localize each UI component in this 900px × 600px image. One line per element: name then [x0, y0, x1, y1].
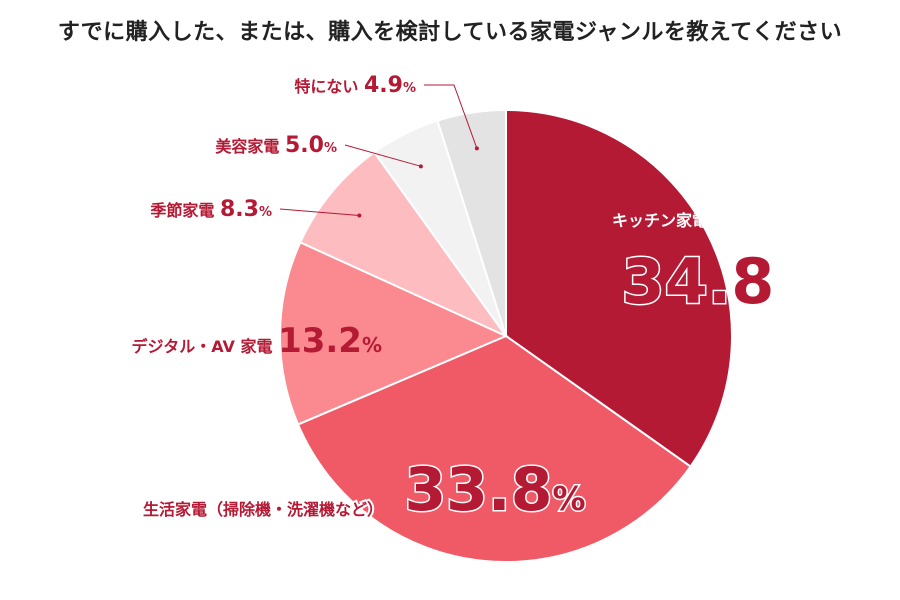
- slice-6-leader-dot: [474, 146, 479, 151]
- pie-slices: [279, 108, 733, 563]
- slice-3-wedge: [279, 241, 509, 426]
- slice-6-label: 特にない 4.9%: [294, 73, 416, 98]
- slice-2-wedge: [296, 334, 692, 563]
- slice-6-wedge: [436, 108, 507, 337]
- slice-5-label: 美容家電 5.0%: [215, 133, 337, 158]
- slice-3-label: デジタル・AV 家電 13.2%: [132, 321, 382, 361]
- slice-4-label: 季節家電 8.3%: [149, 197, 272, 222]
- slice-5-value: 5.0: [285, 133, 324, 158]
- chart-title: すでに購入した、または、購入を検討している家電ジャンルを教えてください: [57, 20, 843, 45]
- slice-6-leader-line: [424, 84, 478, 149]
- leader-lines: [279, 84, 479, 218]
- slice-2-label: 生活家電（掃除機・洗濯機など）: [143, 500, 383, 519]
- slice-1-wedge: [505, 108, 733, 468]
- slice-3-value: 13.2: [278, 321, 362, 361]
- slice-labels: キッチン家電 34.8% 生活家電（掃除機・洗濯機など） 33.8% デジタル・AV 家…: [132, 73, 809, 527]
- slice-2-value: 33.8%: [404, 455, 585, 525]
- slice-1-value: 34.8%: [621, 245, 808, 318]
- slice-1-label: キッチン家電: [612, 211, 708, 230]
- slice-4-leader-dot: [357, 213, 362, 218]
- slice-4-wedge: [298, 150, 509, 339]
- slice-4-value: 8.3: [220, 197, 259, 222]
- slice-5-leader-dot: [418, 164, 423, 169]
- slice-5-leader-line: [344, 144, 422, 167]
- slice-6-value: 4.9: [364, 73, 403, 98]
- slice-4-leader-line: [279, 208, 360, 216]
